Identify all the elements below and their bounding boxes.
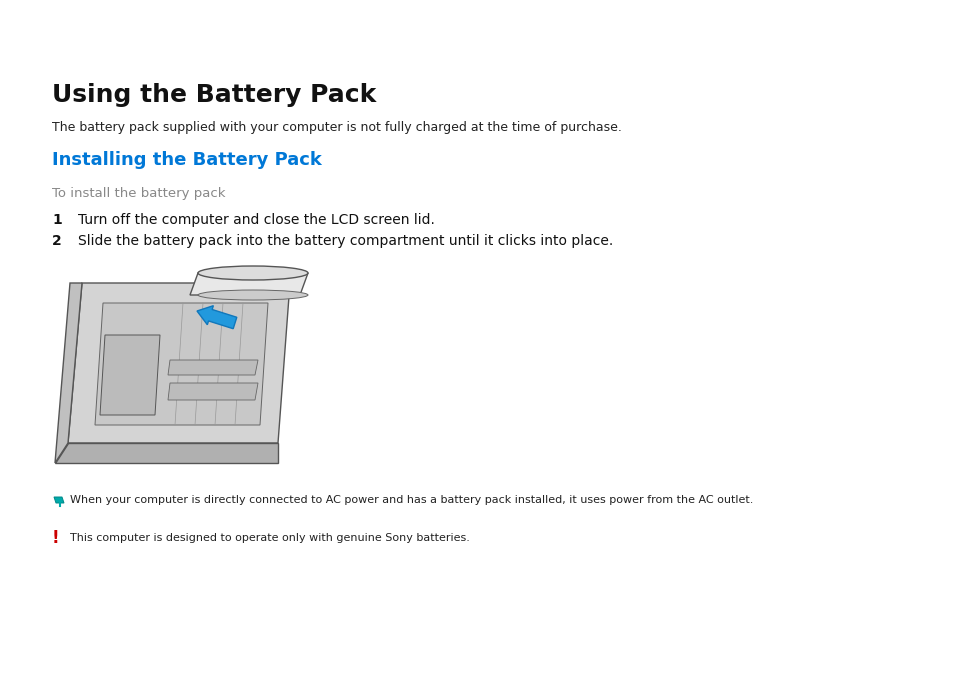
Text: This computer is designed to operate only with genuine Sony batteries.: This computer is designed to operate onl… bbox=[70, 533, 470, 543]
Ellipse shape bbox=[198, 290, 308, 300]
Text: Installing the Battery Pack: Installing the Battery Pack bbox=[52, 151, 321, 169]
Polygon shape bbox=[100, 335, 160, 415]
Polygon shape bbox=[54, 497, 64, 503]
Text: Turn off the computer and close the LCD screen lid.: Turn off the computer and close the LCD … bbox=[78, 213, 435, 227]
Text: ►: ► bbox=[928, 10, 936, 20]
Text: 23: 23 bbox=[909, 10, 924, 20]
Text: Getting Started: Getting Started bbox=[871, 38, 953, 48]
Text: Using the Battery Pack: Using the Battery Pack bbox=[52, 83, 375, 107]
Text: VAIO: VAIO bbox=[11, 13, 83, 39]
Polygon shape bbox=[55, 443, 277, 463]
Polygon shape bbox=[168, 383, 257, 400]
Ellipse shape bbox=[198, 266, 308, 280]
Text: To install the battery pack: To install the battery pack bbox=[52, 187, 225, 200]
Polygon shape bbox=[55, 283, 82, 463]
Text: Slide the battery pack into the battery compartment until it clicks into place.: Slide the battery pack into the battery … bbox=[78, 234, 613, 248]
Polygon shape bbox=[95, 303, 268, 425]
Text: 1: 1 bbox=[52, 213, 62, 227]
Text: !: ! bbox=[52, 529, 59, 547]
Polygon shape bbox=[68, 283, 290, 443]
Polygon shape bbox=[190, 273, 308, 295]
Text: ◄: ◄ bbox=[898, 10, 905, 20]
Polygon shape bbox=[168, 360, 257, 375]
Text: The battery pack supplied with your computer is not fully charged at the time of: The battery pack supplied with your comp… bbox=[52, 121, 621, 134]
Text: 2: 2 bbox=[52, 234, 62, 248]
Text: When your computer is directly connected to AC power and has a battery pack inst: When your computer is directly connected… bbox=[70, 495, 753, 505]
FancyArrow shape bbox=[196, 306, 236, 329]
